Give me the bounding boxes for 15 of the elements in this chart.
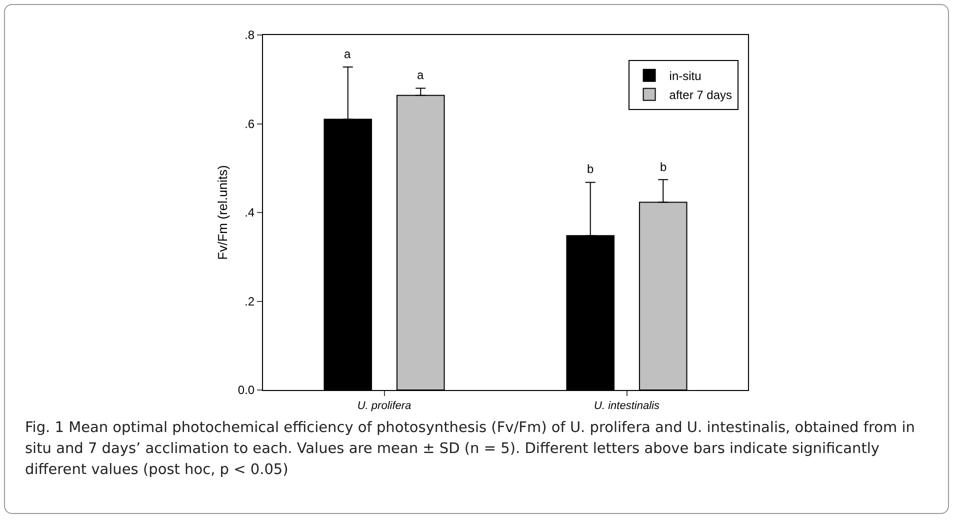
legend-label: after 7 days: [669, 88, 732, 102]
y-tick-label: 0.0: [238, 383, 255, 398]
annotation: b: [587, 162, 594, 176]
annotation: b: [660, 160, 667, 174]
x-tick-label: U. prolifera: [357, 400, 412, 412]
y-tick-label: .6: [244, 116, 255, 131]
caption: Fig. 1 Mean optimal photochemical efficiency of photosynthesis (Fv/Fm) of U. prolifera and U. intestinalis, obtained from in situ and 7 days’ acclimation to each. Values are mean ± SD (n = 5). Different letters above bars indicate significantly different values (post hoc, p < 0.05): [25, 419, 916, 480]
legend-label: in-situ: [669, 69, 702, 84]
y-tick-label: .8: [244, 28, 255, 42]
y-tick-label: .2: [244, 294, 255, 308]
y-axis-title: Fv/Fm (rel.units): [215, 165, 230, 260]
y-tick-label: .4: [244, 206, 255, 220]
annotation: a: [417, 68, 424, 82]
x-tick-label: U. intestinalis: [594, 400, 660, 412]
annotation: a: [344, 47, 351, 61]
